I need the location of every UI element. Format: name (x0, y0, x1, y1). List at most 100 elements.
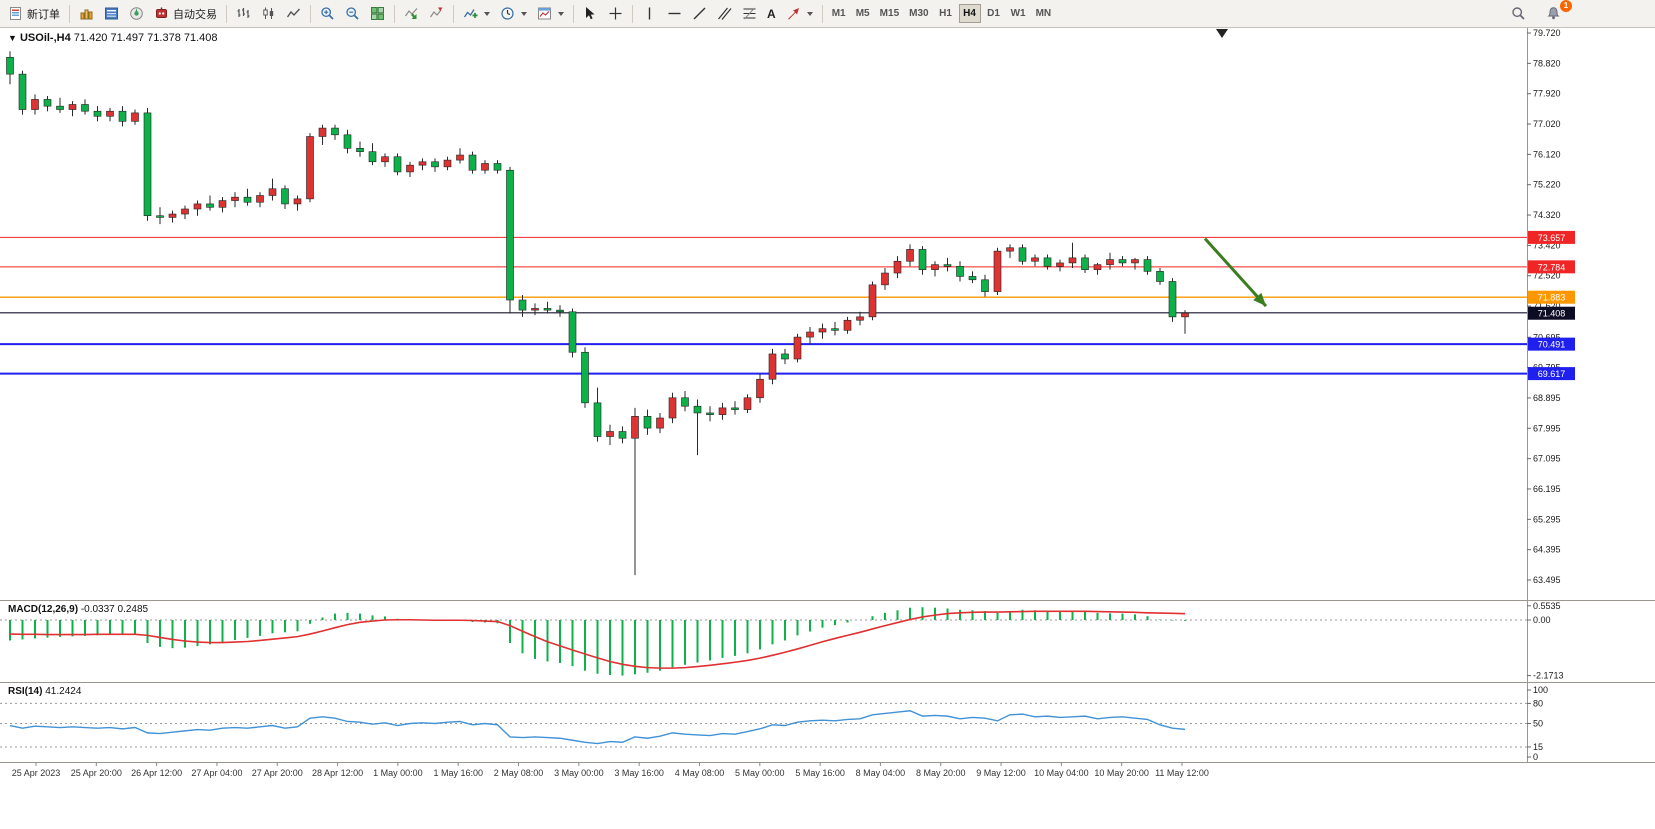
cursor-tool-button[interactable] (579, 3, 602, 25)
charts-button[interactable] (75, 3, 98, 25)
new-order-button[interactable]: 新订单 (4, 3, 64, 25)
svg-text:76.120: 76.120 (1533, 149, 1561, 159)
tile-windows-button[interactable] (366, 3, 389, 25)
arrows-tool-dropdown[interactable] (782, 3, 817, 25)
chart-shift-button[interactable] (425, 3, 448, 25)
svg-text:27 Apr 20:00: 27 Apr 20:00 (252, 768, 303, 778)
svg-text:74.320: 74.320 (1533, 210, 1561, 220)
svg-text:10 May 04:00: 10 May 04:00 (1034, 768, 1089, 778)
auto-trading-button[interactable]: 自动交易 (150, 3, 221, 25)
dropdown-caret (484, 11, 490, 16)
navigator-button[interactable] (125, 3, 148, 25)
svg-text:10 May 20:00: 10 May 20:00 (1094, 768, 1149, 778)
svg-text:64.395: 64.395 (1533, 545, 1561, 555)
time-axis[interactable] (0, 762, 1655, 780)
vertical-line-icon (648, 7, 651, 20)
price-label-71.883: 71.883 (1528, 290, 1575, 304)
timeframe-m15[interactable]: M15 (876, 4, 903, 23)
svg-text:80: 80 (1533, 698, 1543, 708)
timeframe-w1[interactable]: W1 (1007, 4, 1030, 23)
svg-text:65.295: 65.295 (1533, 514, 1561, 524)
new-order-icon (10, 7, 21, 20)
auto-scroll-button[interactable] (400, 3, 423, 25)
tile-windows-icon (371, 7, 385, 21)
indicators-dropdown[interactable] (459, 3, 494, 25)
svg-text:50: 50 (1533, 719, 1543, 729)
svg-text:27 Apr 04:00: 27 Apr 04:00 (191, 768, 242, 778)
svg-text:72.520: 72.520 (1533, 271, 1561, 281)
rsi-line (9, 710, 1186, 745)
svg-text:77.920: 77.920 (1533, 89, 1561, 99)
trendline-tool[interactable] (688, 3, 711, 25)
svg-text:5 May 16:00: 5 May 16:00 (795, 768, 845, 778)
fibonacci-tool[interactable] (738, 3, 761, 25)
svg-text:75.220: 75.220 (1533, 180, 1561, 190)
timeframe-h1[interactable]: H1 (935, 4, 957, 23)
price-label-69.617: 69.617 (1528, 367, 1575, 381)
arrow-annotation[interactable] (1203, 237, 1268, 308)
auto-scroll-icon (405, 8, 418, 19)
bar-chart-mode-button[interactable] (232, 3, 255, 25)
chart-shift-icon (430, 7, 443, 18)
search-button[interactable] (1507, 3, 1530, 25)
rsi-axis-labels: 100 80 50 150 (1527, 685, 1548, 762)
chart-window: 79.720 78.820 77.920 77.020 76.120 75.220 74.3… (0, 28, 1655, 780)
zoom-out-button[interactable] (341, 3, 364, 25)
chart-shift-marker[interactable] (1216, 29, 1228, 38)
macd-pane[interactable] (0, 602, 1527, 680)
timeframe-m30[interactable]: M30 (905, 4, 932, 23)
bar-chart-mode-icon (237, 8, 250, 18)
arrow-object-icon (787, 8, 799, 20)
svg-text:25 Apr 2023: 25 Apr 2023 (12, 768, 61, 778)
svg-text:9 May 12:00: 9 May 12:00 (976, 768, 1026, 778)
macd-axis-labels: 0.5535 0.00 -2.1713 (1527, 601, 1564, 681)
svg-text:72.784: 72.784 (1538, 262, 1566, 272)
toolbar-separator (226, 4, 227, 23)
text-tool[interactable]: A (763, 3, 780, 25)
data-window-button[interactable] (100, 3, 123, 25)
svg-text:8 May 20:00: 8 May 20:00 (916, 768, 966, 778)
timeframe-h4[interactable]: H4 (958, 4, 981, 23)
zoom-in-button[interactable] (316, 3, 339, 25)
channel-tool[interactable] (713, 3, 736, 25)
svg-text:70.695: 70.695 (1533, 332, 1561, 342)
timeframe-d1[interactable]: D1 (983, 4, 1005, 23)
cursor-icon (586, 7, 595, 20)
svg-text:0.00: 0.00 (1533, 615, 1551, 625)
period-dropdown[interactable] (496, 3, 531, 25)
fibonacci-icon (743, 7, 756, 20)
new-order-label: 新订单 (27, 8, 60, 21)
crosshair-icon (609, 7, 622, 20)
crosshair-tool-button[interactable] (604, 3, 627, 25)
timeframe-mn[interactable]: MN (1032, 4, 1056, 23)
charts-icon (80, 9, 93, 20)
one-click-trading-toggle[interactable]: ▼ (8, 33, 17, 43)
text-tool-label: A (767, 6, 776, 21)
navigator-icon (130, 7, 143, 20)
toolbar-separator (821, 4, 823, 23)
svg-text:0.5535: 0.5535 (1533, 601, 1561, 611)
timeframe-m1[interactable]: M1 (828, 4, 850, 23)
price-axis[interactable] (1527, 28, 1655, 762)
macd-signal-line (9, 610, 1186, 669)
svg-text:73.657: 73.657 (1538, 233, 1566, 243)
svg-text:68.895: 68.895 (1533, 393, 1561, 403)
main-chart-pane[interactable] (0, 28, 1527, 600)
horizontal-line-tool[interactable] (663, 3, 686, 25)
line-chart-mode-button[interactable] (282, 3, 305, 25)
notifications-button[interactable]: 1 (1542, 0, 1572, 25)
zoom-in-icon (321, 7, 334, 20)
svg-text:26 Apr 12:00: 26 Apr 12:00 (131, 768, 182, 778)
vertical-line-tool[interactable] (638, 3, 661, 25)
dropdown-caret (806, 11, 813, 16)
price-label-73.657: 73.657 (1528, 230, 1575, 244)
template-dropdown[interactable] (533, 3, 568, 25)
candlestick-mode-button[interactable] (257, 3, 280, 25)
svg-text:8 May 04:00: 8 May 04:00 (856, 768, 906, 778)
svg-text:4 May 08:00: 4 May 08:00 (675, 768, 725, 778)
template-icon (538, 7, 551, 20)
rsi-pane[interactable] (0, 684, 1527, 762)
time-axis-labels: 25 Apr 2023 25 Apr 20:00 26 Apr 12:00 27 Ap… (12, 762, 1209, 778)
toolbar-separator (310, 4, 311, 23)
timeframe-m5[interactable]: M5 (852, 4, 874, 23)
